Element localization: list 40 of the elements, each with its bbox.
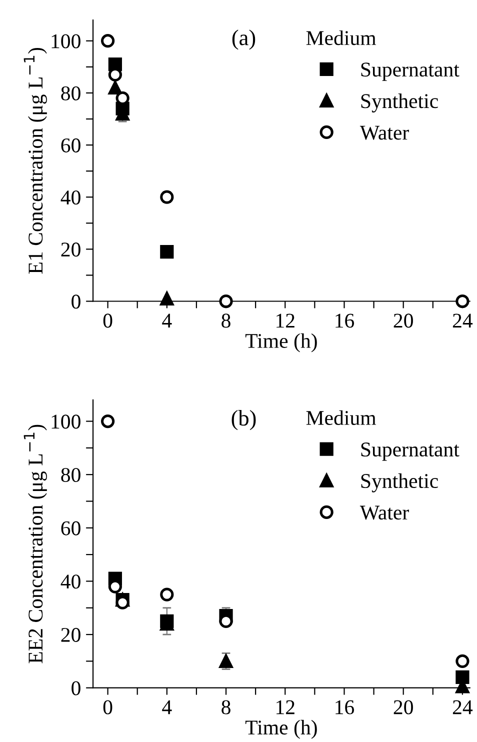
y-tick-label: 0 — [72, 681, 80, 696]
y-tick-label: 40 — [60, 574, 80, 589]
x-tick-label: 0 — [103, 314, 112, 328]
x-tick-label: 16 — [336, 314, 354, 328]
x-tick-label: 20 — [394, 700, 413, 714]
y-axis-title: E1 Concentration (μg L$^{−1}$) — [24, 48, 47, 274]
x-tick-label: 8 — [222, 314, 230, 328]
x-tick-label: 20 — [394, 314, 413, 328]
y-tick-label: 60 — [61, 138, 80, 152]
x-axis-title: Time (h) — [245, 720, 317, 739]
legend-title: Medium — [306, 410, 376, 426]
y-tick-label: 20 — [61, 628, 80, 642]
y-tick-label: 40 — [60, 190, 80, 205]
y-tick-label: 100 — [52, 34, 80, 48]
y-axis-title: EE2 Concentration (μg L$^{−1}$) — [24, 424, 47, 664]
annotation: (a) — [232, 30, 256, 50]
x-tick-label: 16 — [336, 700, 354, 714]
y-tick-label: 80 — [61, 86, 80, 100]
y-tick-label: 0 — [72, 294, 80, 309]
y-tick-label: 80 — [61, 468, 80, 482]
y-tick-label: 20 — [61, 242, 80, 257]
x-tick-label: 4 — [162, 314, 172, 328]
legend-label: Water — [360, 506, 409, 520]
legend-label: Synthetic — [361, 93, 438, 112]
x-tick-label: 12 — [276, 314, 294, 328]
x-tick-label: 12 — [276, 700, 294, 714]
legend-label: Water — [360, 126, 409, 140]
x-tick-label: 24 — [452, 700, 473, 714]
x-axis-title: Time (h) — [245, 333, 317, 352]
legend-label: Synthetic — [361, 473, 438, 492]
x-tick-label: 8 — [222, 700, 230, 714]
x-tick-label: 4 — [162, 700, 172, 714]
x-tick-label: 24 — [452, 314, 473, 328]
legend-label: Supernatant — [361, 442, 460, 461]
y-tick-label: 60 — [61, 521, 80, 536]
y-tick-label: 100 — [52, 414, 80, 429]
x-tick-label: 0 — [103, 700, 112, 714]
legend-label: Supernatant — [361, 62, 460, 81]
legend-title: Medium — [306, 30, 376, 46]
annotation: (b) — [232, 410, 256, 430]
